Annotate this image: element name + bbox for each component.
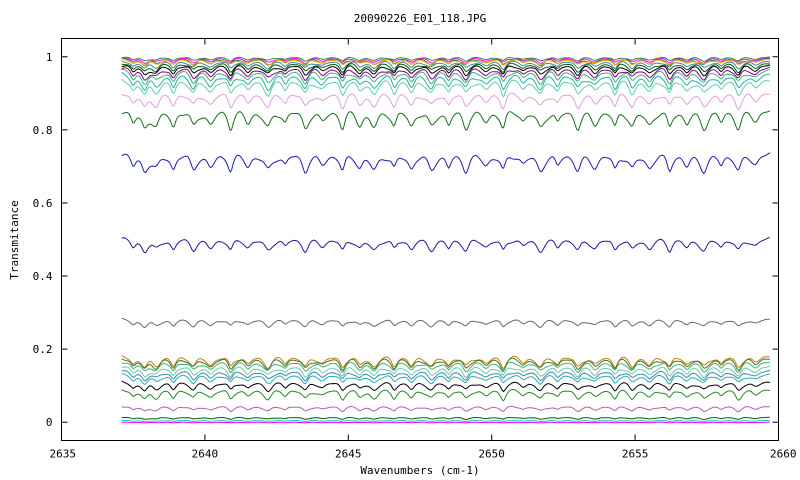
x-tick-label: 2645: [335, 448, 362, 461]
x-tick-label: 2655: [622, 448, 649, 461]
series-line: [121, 373, 770, 385]
series-line: [121, 60, 770, 71]
y-tick-label: 0: [46, 416, 53, 429]
series-line: [121, 380, 771, 393]
series-line: [121, 58, 770, 67]
series-line: [121, 72, 771, 92]
y-axis-ticks: 0 0.2 0.4 0.6 0.8 1: [33, 51, 779, 429]
series-line: [121, 416, 770, 421]
series-line: [121, 237, 771, 254]
x-tick-label: 2635: [50, 448, 77, 461]
series-line: [121, 56, 771, 62]
series-line: [121, 405, 770, 413]
series-line: [121, 354, 771, 370]
series-line: [121, 419, 770, 423]
y-tick-label: 0.2: [33, 343, 53, 356]
x-tick-label: 2650: [478, 448, 505, 461]
series-line: [121, 421, 770, 424]
x-tick-label: 2640: [192, 448, 219, 461]
series-line: [121, 68, 770, 86]
plot-series-group: [121, 56, 771, 424]
series-line: [121, 369, 771, 382]
series-line: [121, 78, 771, 98]
series-line: [121, 317, 770, 329]
x-tick-label: 2660: [770, 448, 797, 461]
series-line: [121, 365, 771, 379]
series-line: [121, 62, 770, 74]
series-line: [121, 64, 771, 77]
series-line: [121, 357, 770, 372]
series-line: [121, 152, 771, 175]
series-line: [121, 110, 771, 132]
series-line: [121, 92, 770, 111]
y-axis-label: Transmitance: [8, 200, 21, 279]
x-axis-label: Wavenumbers (cm-1): [360, 464, 479, 477]
y-tick-label: 0.4: [33, 270, 53, 283]
series-line: [121, 57, 770, 65]
plot-frame: [61, 38, 779, 441]
series-line: [121, 361, 771, 374]
y-tick-label: 0.6: [33, 197, 53, 210]
series-line: [121, 389, 770, 402]
chart-title: 20090226_E01_118.JPG: [354, 12, 486, 25]
series-line: [121, 66, 771, 81]
y-tick-label: 1: [46, 51, 53, 64]
y-tick-label: 0.8: [33, 124, 53, 137]
